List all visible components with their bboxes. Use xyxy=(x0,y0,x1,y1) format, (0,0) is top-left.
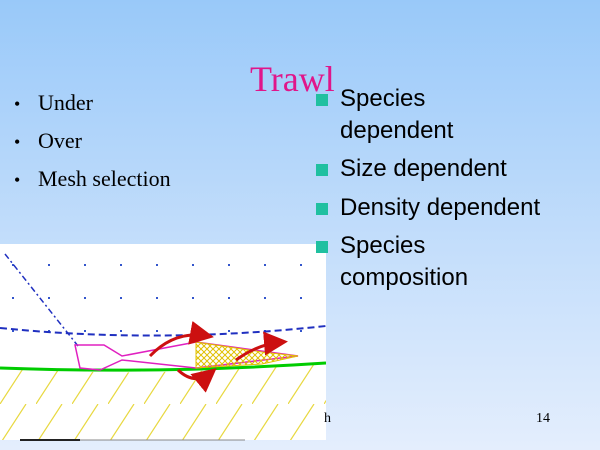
seabed-hatch xyxy=(0,362,326,440)
right-bullet: Density dependent xyxy=(314,192,600,224)
right-bullet: Species composition xyxy=(314,230,490,293)
page-number: 14 xyxy=(536,411,550,426)
seabed-line xyxy=(0,361,326,372)
left-bullet: Over xyxy=(14,122,171,160)
right-bullet: Species dependent xyxy=(314,83,490,146)
escape-arrow-mesh xyxy=(235,331,288,362)
escape-arrow-over xyxy=(148,320,214,358)
footer-fragment: h xyxy=(324,411,331,426)
left-bullet: Under xyxy=(14,84,171,122)
left-bullet: Mesh selection xyxy=(14,160,171,198)
warp-line xyxy=(4,253,79,347)
right-bullet-list: Species dependent Size dependent Density d… xyxy=(314,83,600,300)
left-bullet-list: UnderOverMesh selection xyxy=(14,84,171,198)
slide-title: Trawl xyxy=(250,59,335,99)
trawl-diagram xyxy=(0,244,326,441)
right-bullet: Size dependent xyxy=(314,153,600,185)
escape-arrow-under xyxy=(176,368,217,393)
